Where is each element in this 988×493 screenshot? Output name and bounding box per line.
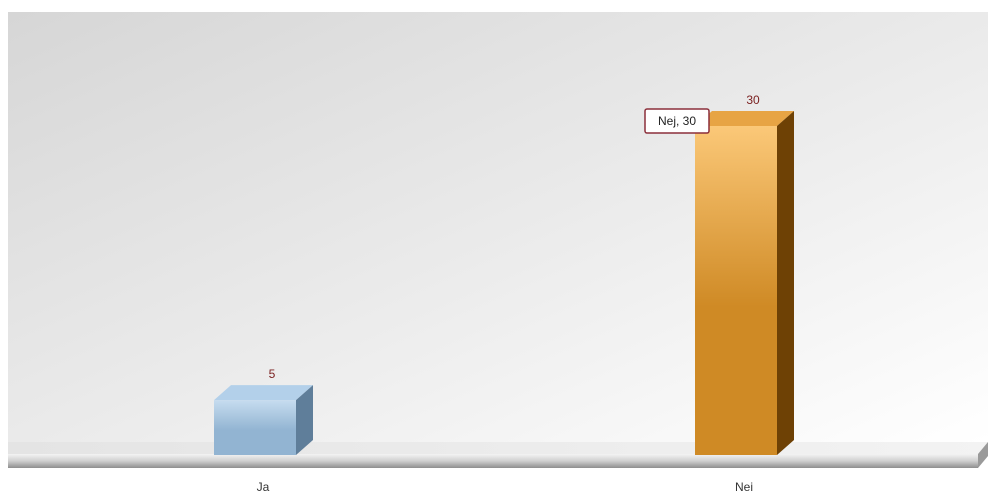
tooltip-text: Nej, 30 — [658, 114, 696, 128]
bar-top-ja — [214, 385, 313, 401]
floor-front — [8, 454, 978, 468]
bar-nei[interactable] — [695, 111, 794, 455]
category-label-nei: Nei — [735, 480, 753, 493]
bar-side-ja — [296, 385, 313, 455]
labels-group: 5 Ja 30 Nei Nej, 30 — [257, 93, 760, 493]
bar-side-nei — [777, 111, 794, 455]
bar-top-nei — [695, 111, 794, 126]
bar-front-ja[interactable] — [214, 400, 296, 455]
value-label-ja: 5 — [269, 367, 276, 381]
plot-background — [8, 12, 988, 442]
floor-side — [978, 442, 988, 468]
tooltip-box — [644, 108, 710, 134]
bar-tooltip: Nej, 30 — [644, 108, 710, 134]
category-label-ja: Ja — [257, 480, 270, 493]
bar-ja[interactable] — [214, 385, 313, 455]
floor-top — [8, 442, 988, 454]
bars-group — [214, 111, 794, 455]
bar-front-nei[interactable] — [695, 126, 777, 455]
value-label-nei: 30 — [746, 93, 760, 107]
